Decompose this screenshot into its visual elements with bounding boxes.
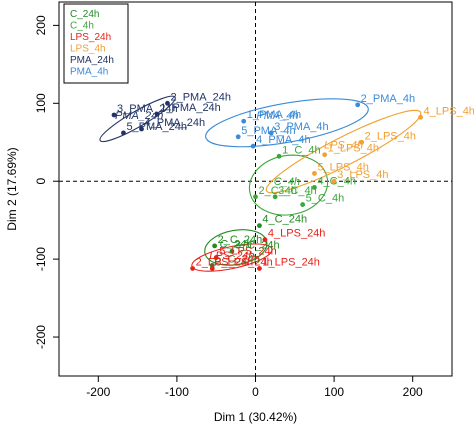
point-4-pma-24h — [139, 126, 144, 132]
legend-item: LPS_24h — [70, 32, 111, 43]
point-label: 3_LPS_4h — [337, 169, 388, 181]
y-tick-label: -100 — [34, 247, 48, 271]
point-label: 1_LPS_24h — [262, 256, 320, 268]
centroid-label: PMA_4h — [256, 110, 298, 122]
point-label: 1_LPS_4h — [328, 143, 379, 155]
point-label: 3_PMA_4h — [274, 121, 328, 133]
point-label: 3_LPS_24h — [215, 256, 273, 268]
legend-box — [63, 3, 129, 84]
point-4-c-24h — [257, 223, 262, 229]
point-1-c-4h — [276, 153, 282, 159]
centroid-label: LPS_24h — [209, 250, 254, 262]
centroid-label: C_4h — [274, 176, 300, 188]
y-axis: -200 -100 0 100 200 — [34, 15, 59, 349]
point-label: 2_LPS_4h — [365, 130, 416, 142]
point-5-lps-4h — [312, 171, 317, 176]
centroid-label: LPS_4h — [324, 139, 363, 151]
x-tick-label: 200 — [403, 385, 423, 399]
point-label: 5_PMA_4h — [241, 125, 295, 137]
x-axis: -200 -100 0 100 200 — [86, 376, 423, 399]
point-5-c-4h — [300, 202, 306, 207]
point-label: 2_PMA_4h — [361, 93, 415, 105]
y-tick-label: 100 — [34, 93, 48, 113]
point-label: 1_PMA_4h — [247, 109, 301, 121]
legend-item: C_4h — [70, 21, 94, 32]
point-2-pma-4h — [355, 102, 361, 108]
point-4-pma-4h — [250, 143, 256, 149]
x-tick-label: 0 — [252, 385, 259, 399]
x-tick-label: -200 — [86, 385, 110, 399]
point-label: 4_LPS_4h — [424, 105, 474, 117]
y-tick-label: 200 — [34, 15, 48, 35]
point-label: 5_PMA_24h — [126, 121, 187, 133]
ellipse-c-24h — [204, 229, 268, 266]
point-label: 5_LPS_4h — [317, 161, 368, 173]
legend-item: PMA_4h — [70, 67, 108, 78]
ellipse-lps-4h — [265, 109, 422, 194]
point-label: 2_LPS_24h — [196, 256, 254, 268]
point-label: 5_C_4h — [306, 193, 345, 205]
point-3-lps-4h — [331, 178, 337, 184]
point-1-pma-4h — [241, 118, 247, 124]
y-axis-title: Dim 2 (17.69%) — [5, 147, 19, 230]
data-points — [111, 100, 423, 271]
point-4-lps-24h — [262, 237, 268, 243]
point-1-pma-24h — [154, 111, 160, 117]
x-tick-label: -100 — [165, 385, 189, 399]
legend-item: C_24h — [70, 9, 99, 20]
point-4-lps-4h — [418, 114, 423, 120]
point-4-c-4h — [312, 185, 317, 190]
point-5-lps-24h — [213, 255, 219, 260]
point-5-pma-4h — [235, 134, 241, 140]
point-1-lps-24h — [257, 266, 262, 271]
point-label: 3_C_24h — [235, 239, 280, 251]
point-label: 4_C_4h — [317, 175, 356, 187]
point-labels: 2_C_24h 4_C_24h 5_C_24h 3_C_24h 1_C_4h 2_C_4h… — [117, 91, 474, 268]
point-2-c-24h — [212, 243, 218, 249]
ellipse-c-4h — [248, 154, 329, 216]
x-axis-title: Dim 1 (30.42%) — [214, 410, 297, 424]
point-label: 4_PMA_4h — [256, 134, 310, 146]
legend-item: PMA_24h — [70, 55, 114, 66]
point-1-lps-4h — [322, 152, 328, 158]
point-label: 4_LPS_24h — [268, 228, 326, 240]
y-tick-label: 0 — [34, 178, 48, 185]
centroid-labels: C_24h C_4h LPS_24h LPS_4h PMA_24h PMA_4h — [115, 110, 363, 262]
point-label: 3_PMA_24h — [117, 103, 178, 115]
point-3-lps-24h — [209, 266, 215, 271]
point-label: 2_PMA_24h — [170, 91, 231, 103]
point-3-c-24h — [229, 248, 235, 254]
point-2-lps-4h — [359, 139, 365, 145]
point-2-c-4h — [253, 194, 258, 200]
ellipse-pma-4h — [205, 98, 369, 148]
point-label: 1_C_4h — [282, 144, 321, 156]
point-3-c-4h — [272, 194, 278, 200]
point-label: 2_C_24h — [218, 234, 263, 246]
point-label: 1_PMA_24h — [160, 102, 221, 114]
point-5-pma-24h — [121, 130, 126, 136]
centroid-label: PMA_24h — [115, 110, 163, 122]
point-2-lps-24h — [190, 266, 196, 271]
zero-reference-lines — [59, 2, 452, 376]
point-3-pma-4h — [268, 130, 274, 136]
point-label: 5_C_24h — [215, 253, 260, 265]
centroid-label: C_24h — [220, 238, 252, 250]
point-3-pma-24h — [111, 112, 117, 118]
y-tick-label: -200 — [34, 325, 48, 349]
point-label: 2_C_4h — [259, 185, 298, 197]
point-2-pma-24h — [165, 100, 170, 106]
confidence-ellipses — [99, 95, 422, 272]
point-label: 4_PMA_24h — [145, 117, 206, 129]
ellipse-lps-24h — [191, 243, 273, 272]
ellipse-pma-24h — [99, 95, 176, 143]
point-label: 5_LPS_24h — [219, 246, 277, 258]
legend-item: LPS_4h — [70, 44, 106, 55]
point-label: 4_C_24h — [262, 214, 307, 226]
x-tick-label: 100 — [324, 385, 344, 399]
point-label: 3_C_4h — [278, 185, 317, 197]
